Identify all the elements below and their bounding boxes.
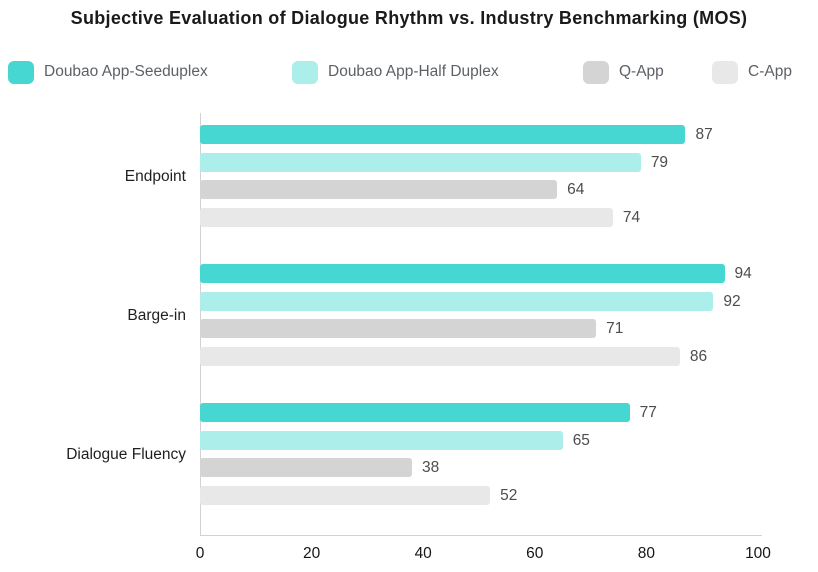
bar-value-label: 77: [639, 404, 657, 421]
bar-doubao-app-half-duplex-endpoint: [200, 152, 641, 172]
bar-c-app-barge-in: [200, 347, 680, 367]
bar-value-label: 65: [572, 431, 590, 449]
bar-value-label: 52: [500, 487, 518, 505]
bar-value-label: 92: [723, 292, 741, 310]
category-label-endpoint: Endpoint: [124, 167, 186, 185]
legend-label: Doubao App-Half Duplex: [328, 63, 499, 80]
bar-value-label: 64: [567, 181, 585, 199]
bar-q-app-dialogue-fluency: [200, 458, 413, 478]
legend-swatch-q-app: [583, 60, 609, 84]
legend-label: Doubao App-Seeduplex: [44, 63, 208, 80]
bar-c-app-dialogue-fluency: [200, 486, 491, 506]
chart-title: Subjective Evaluation of Dialogue Rhythm…: [70, 8, 748, 28]
legend-item-doubao-app-seeduplex: Doubao App-Seeduplex: [8, 60, 208, 84]
bar-doubao-app-half-duplex-barge-in: [200, 291, 714, 311]
legend-label: Q-App: [619, 63, 664, 80]
bar-doubao-app-seeduplex-endpoint: [200, 125, 686, 144]
bar-q-app-barge-in: [200, 319, 597, 339]
x-axis-line: [200, 535, 762, 536]
category-label-barge-in: Barge-in: [127, 306, 186, 324]
bar-value-label: 86: [689, 348, 708, 366]
x-tick-label-60: 60: [526, 545, 544, 562]
legend-swatch-doubao-app-half-duplex: [292, 60, 318, 84]
legend-item-c-app: C-App: [712, 60, 792, 84]
bar-value-label: 79: [650, 153, 669, 171]
legend-swatch-doubao-app-seeduplex: [8, 60, 34, 84]
bar-q-app-endpoint: [200, 180, 558, 200]
legend-label: C-App: [748, 63, 792, 80]
legend-item-doubao-app-half-duplex: Doubao App-Half Duplex: [292, 60, 499, 84]
x-tick-label-100: 100: [745, 545, 771, 562]
bar-value-label: 87: [695, 126, 713, 143]
x-tick-label-80: 80: [637, 545, 656, 562]
bar-value-label: 38: [422, 459, 440, 477]
bar-doubao-app-seeduplex-dialogue-fluency: [200, 403, 630, 422]
x-tick-label-40: 40: [414, 545, 432, 562]
bar-c-app-endpoint: [200, 208, 613, 228]
legend-item-q-app: Q-App: [583, 60, 664, 84]
bar-doubao-app-seeduplex-barge-in: [200, 264, 725, 283]
x-tick-label-20: 20: [302, 545, 321, 562]
category-label-dialogue-fluency: Dialogue Fluency: [66, 445, 186, 463]
bar-value-label: 74: [622, 209, 641, 227]
x-tick-label-0: 0: [195, 545, 205, 562]
legend-swatch-c-app: [712, 60, 738, 84]
bar-doubao-app-half-duplex-dialogue-fluency: [200, 430, 563, 450]
bar-value-label: 71: [606, 320, 624, 338]
bar-value-label: 94: [734, 265, 752, 282]
